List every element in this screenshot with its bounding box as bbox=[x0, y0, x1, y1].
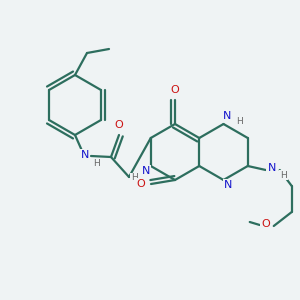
Text: H: H bbox=[280, 170, 287, 179]
Text: H: H bbox=[236, 118, 243, 127]
Text: O: O bbox=[136, 179, 146, 189]
Text: N: N bbox=[224, 180, 233, 190]
Text: N: N bbox=[223, 111, 232, 121]
Text: O: O bbox=[261, 219, 270, 229]
Text: N: N bbox=[142, 166, 150, 176]
Text: N: N bbox=[81, 150, 89, 160]
Text: N: N bbox=[268, 163, 276, 173]
Text: H: H bbox=[131, 173, 138, 182]
Text: H: H bbox=[93, 158, 99, 167]
Text: O: O bbox=[115, 120, 123, 130]
Text: O: O bbox=[171, 85, 179, 95]
